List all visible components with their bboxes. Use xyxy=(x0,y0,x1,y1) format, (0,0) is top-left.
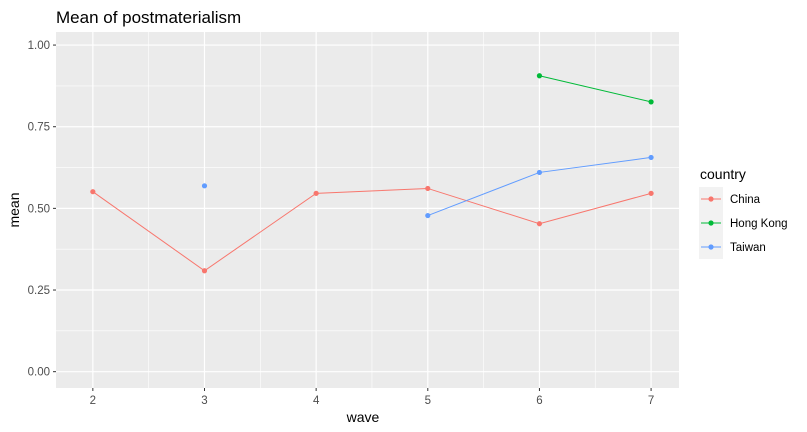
legend-label-china: China xyxy=(730,194,761,206)
y-tick-label: 0.00 xyxy=(28,367,50,379)
hong-kong-point xyxy=(536,73,543,79)
legend-point-taiwan xyxy=(708,244,714,250)
major-gridlines xyxy=(56,32,679,388)
hong-kong-line xyxy=(539,75,652,103)
minor-gridlines xyxy=(56,32,679,388)
x-tick-label: 7 xyxy=(648,395,654,407)
x-tick-label: 6 xyxy=(536,395,542,407)
plot-panel xyxy=(56,32,679,388)
legend-label-taiwan: Taiwan xyxy=(730,242,766,254)
taiwan-point xyxy=(201,183,208,189)
x-tick-label: 4 xyxy=(313,395,320,407)
y-tick-label: 0.50 xyxy=(28,203,50,215)
x-axis: 2 3 4 5 6 7 xyxy=(90,388,654,407)
y-axis: 0.00 0.25 0.50 0.75 1.00 xyxy=(28,40,56,379)
china-line xyxy=(92,187,652,272)
china-point xyxy=(313,190,319,196)
legend-point-china xyxy=(708,196,714,202)
y-tick-label: 0.25 xyxy=(28,285,50,297)
china-point xyxy=(536,221,543,227)
x-axis-title: wave xyxy=(346,409,380,425)
x-tick-label: 3 xyxy=(201,395,207,407)
china-point xyxy=(201,268,208,274)
china-point xyxy=(648,190,654,196)
series-points xyxy=(90,73,654,274)
legend-label-hong-kong: Hong Kong xyxy=(730,218,788,230)
china-point xyxy=(425,185,431,192)
chart-title: Mean of postmaterialism xyxy=(56,8,241,27)
y-tick-label: 0.75 xyxy=(28,122,50,134)
y-tick-label: 1.00 xyxy=(28,40,50,52)
legend: country China Hong Kong Taiwan xyxy=(699,166,788,259)
x-tick-label: 2 xyxy=(90,395,96,407)
hong-kong-point xyxy=(648,99,654,105)
taiwan-point xyxy=(425,212,431,219)
legend-point-hong-kong xyxy=(708,220,714,226)
china-point xyxy=(90,189,96,195)
x-tick-label: 5 xyxy=(425,395,431,407)
y-axis-title: mean xyxy=(6,192,22,227)
taiwan-point xyxy=(648,154,654,161)
legend-title: country xyxy=(700,166,746,182)
taiwan-point xyxy=(536,169,543,176)
